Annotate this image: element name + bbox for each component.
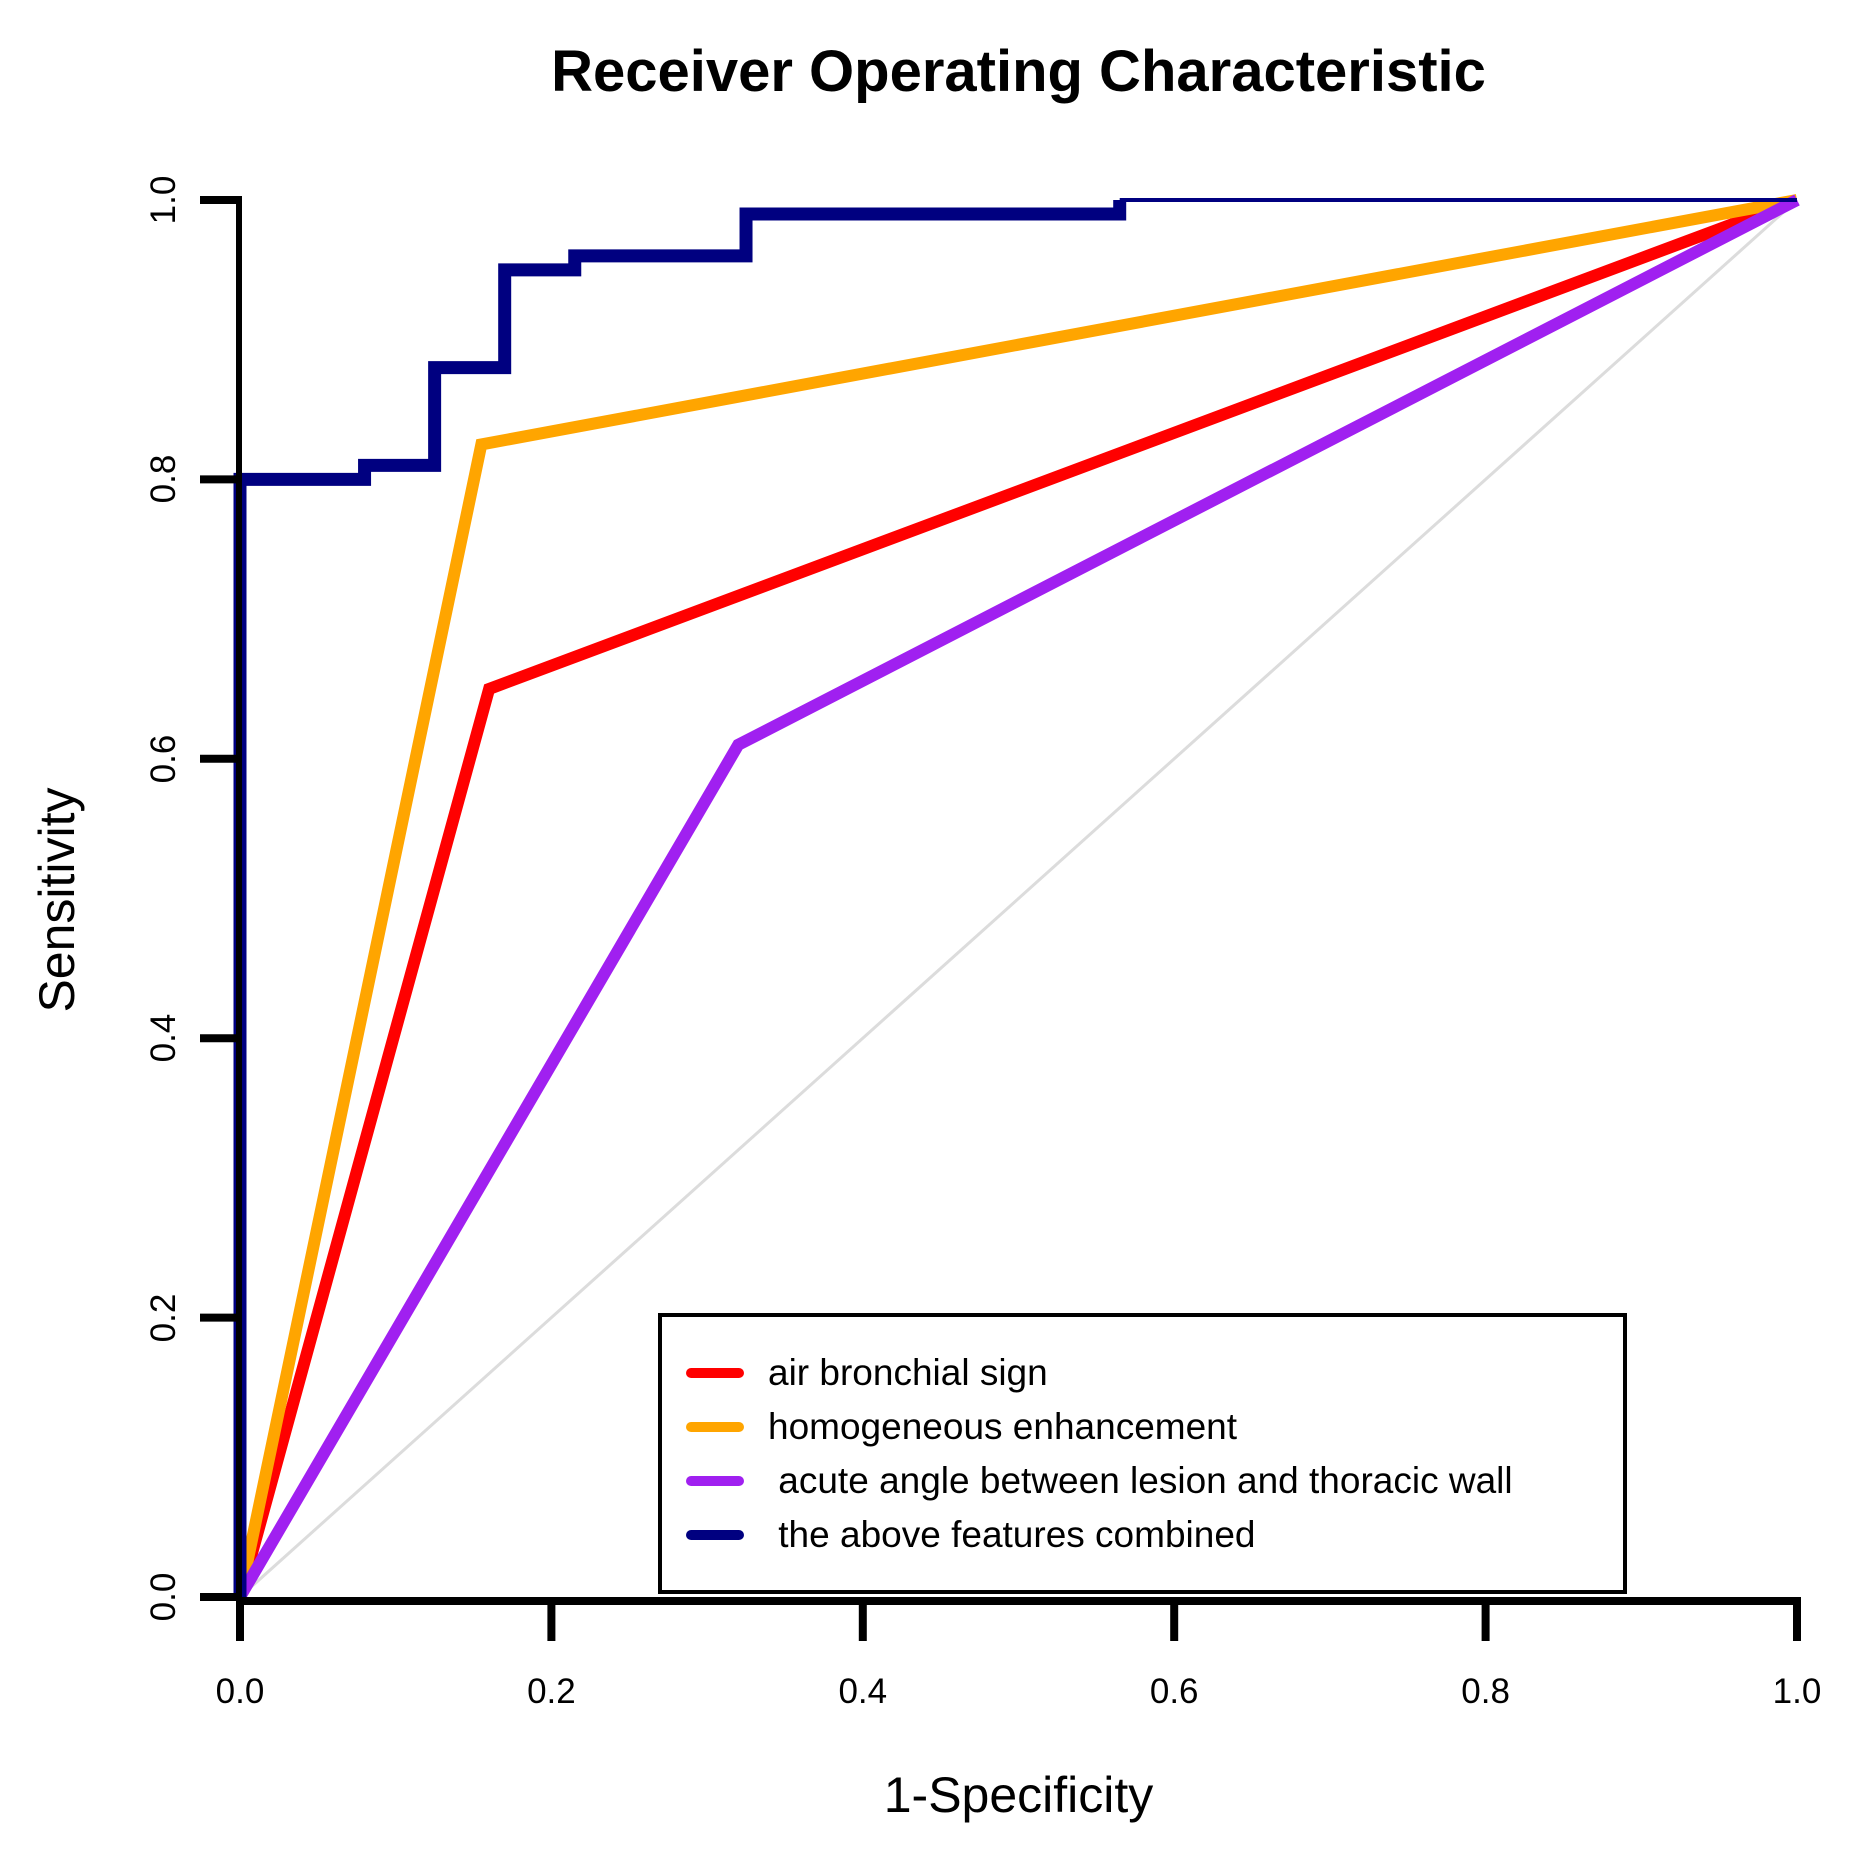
legend-swatch-acute-angle-between-lesion-and-thoracic-wall: [686, 1475, 744, 1486]
x-tick-label: 0.4: [838, 1672, 888, 1711]
legend-swatch-air-bronchial-sign: [686, 1367, 744, 1378]
x-tick-label: 0.0: [215, 1672, 265, 1711]
y-tick-label: 0.0: [144, 1572, 183, 1622]
x-tick-label: 0.2: [527, 1672, 576, 1711]
legend-box: air bronchial sign homogeneous enhancemen…: [658, 1313, 1627, 1594]
legend-swatch-homogeneous-enhancement: [686, 1421, 744, 1432]
x-tick-label: 1.0: [1772, 1672, 1822, 1711]
legend-item-air-bronchial-sign: air bronchial sign: [686, 1346, 1623, 1400]
legend-swatch-the-above-features-combined: [686, 1529, 744, 1540]
legend-label: acute angle between lesion and thoracic …: [768, 1459, 1513, 1501]
chart-title: Receiver Operating Characteristic: [551, 39, 1486, 104]
roc-curve-acute-angle-between-lesion-and-thoracic-wall: [234, 194, 1800, 1601]
legend-label: air bronchial sign: [768, 1351, 1048, 1393]
legend-label: the above features combined: [768, 1513, 1256, 1555]
roc-curve-homogeneous-enhancement: [234, 194, 1799, 1599]
y-tick-label: 0.4: [144, 1013, 183, 1063]
x-tick-label: 0.8: [1461, 1672, 1510, 1711]
y-tick-label: 1.0: [144, 175, 183, 225]
legend-item-the-above-features-combined: the above features combined: [686, 1508, 1623, 1562]
roc-curve-air-bronchial-sign: [234, 194, 1800, 1599]
y-tick-label: 0.8: [144, 455, 183, 504]
y-tick-label: 0.2: [144, 1293, 183, 1342]
x-tick-label: 0.6: [1149, 1672, 1199, 1711]
roc-curve-the-above-features-combined: [233, 200, 1127, 1597]
legend-item-homogeneous-enhancement: homogeneous enhancement: [686, 1400, 1623, 1454]
legend-label: homogeneous enhancement: [768, 1405, 1238, 1447]
x-axis-title: 1-Specificity: [883, 1767, 1154, 1823]
legend-item-acute-angle-between-lesion-and-thoracic-wall: acute angle between lesion and thoracic …: [686, 1454, 1623, 1508]
reference-line-chance-diagonal: [238, 198, 1799, 1599]
y-axis-title: Sensitivity: [29, 787, 85, 1013]
y-tick-label: 0.6: [144, 734, 183, 784]
